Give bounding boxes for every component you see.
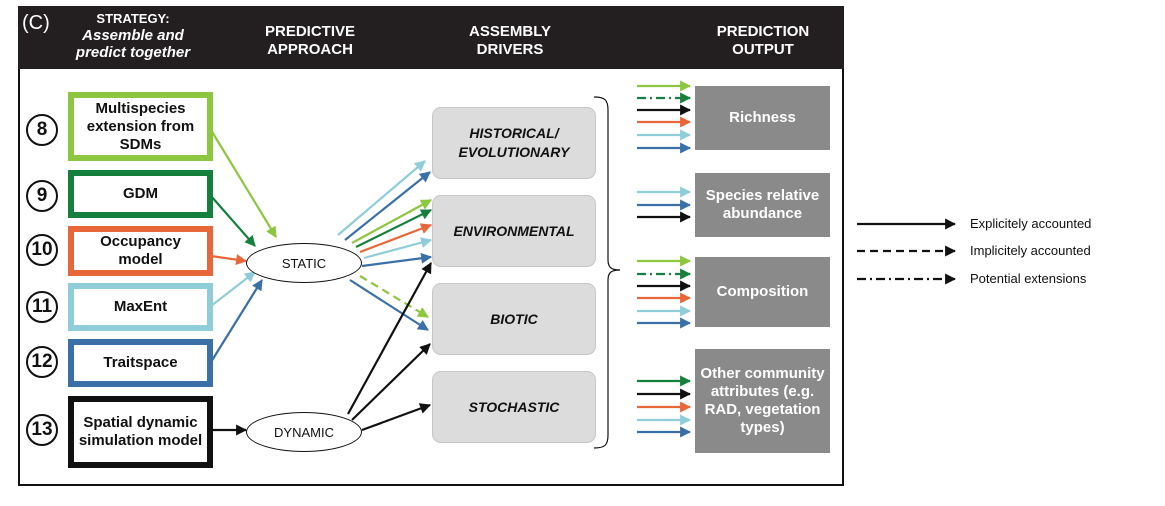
arrow-static-historical-lightblue [337,160,426,236]
arrow-static-biotic-lightgreen [359,275,429,318]
arrow-dynamic-biotic [351,343,431,421]
method-number-8: 8 [26,114,58,146]
output-heading-line1: PREDICTION [716,23,810,40]
arrow-gdm-to-static [210,195,256,247]
output-composition: Composition [695,257,830,327]
output-abundance: Species relative abundance [695,173,830,237]
driver-historical: HISTORICAL/ EVOLUTIONARY [432,107,596,179]
drivers-heading: ASSEMBLY DRIVERS [450,23,570,59]
driver-biotic: BIOTIC [432,283,596,355]
output-heading-line2: OUTPUT [732,41,794,58]
output-other-attributes: Other community attributes (e.g. RAD, ve… [695,349,830,453]
legend-explicit-label: Explicitely accounted [970,216,1092,231]
arrow-static-env-lightblue [363,237,433,260]
output-heading: PREDICTION OUTPUT [700,23,826,59]
arrow-dynamic-env [347,262,432,415]
driver-environmental: ENVIRONMENTAL [432,195,596,267]
approach-dynamic: DYNAMIC [246,412,362,452]
method-number-10: 10 [26,234,58,266]
method-number-12: 12 [26,346,58,378]
approach-heading-line2: APPROACH [267,41,353,58]
strategy-line-3: predict together [75,44,191,61]
drivers-heading-line2: DRIVERS [476,41,544,58]
strategy-heading: STRATEGY: Assemble and predict together [58,10,208,61]
method-box-occupancy: Occupancy model [68,226,213,276]
arrow-dynamic-stochastic [361,403,432,432]
strategy-title: STRATEGY: [96,11,170,26]
method-box-sdm-extension: Multispecies extension from SDMs [68,92,213,161]
method-number-13: 13 [26,414,58,446]
curly-bracket [593,96,621,449]
arrow-static-biotic-blue [349,279,429,331]
method-number-11: 11 [26,291,58,323]
method-box-spatial-dynamic: Spatial dynamic simulation model [68,396,213,468]
arrow-sdm-to-static [210,129,277,238]
method-box-gdm: GDM [68,170,213,218]
arrow-traitspace-to-static [210,279,263,363]
arrow-static-env-darkgreen [355,209,432,248]
driver-stochastic: STOCHASTIC [432,371,596,443]
strategy-line-2: Assemble and [82,27,184,44]
output-richness: Richness [695,86,830,150]
approach-heading-line1: PREDICTIVE [264,23,355,40]
arrow-maxent-to-static [210,271,256,307]
header-bar [18,6,844,69]
approach-heading: PREDICTIVE APPROACH [250,23,370,59]
arrow-static-historical-blue [344,171,431,241]
method-number-9: 9 [26,180,58,212]
arrow-static-env-blue [361,252,433,268]
panel-label: (C) [22,12,50,34]
arrow-static-env-orange [359,223,433,254]
drivers-heading-line1: ASSEMBLY [469,23,551,40]
approach-static: STATIC [246,243,362,283]
arrow-static-env-lightgreen [351,199,432,244]
legend-potential-label: Potential extensions [970,271,1087,286]
method-box-traitspace: Traitspace [68,339,213,387]
legend-implicit-label: Implicitely accounted [970,243,1091,258]
method-box-maxent: MaxEnt [68,283,213,331]
